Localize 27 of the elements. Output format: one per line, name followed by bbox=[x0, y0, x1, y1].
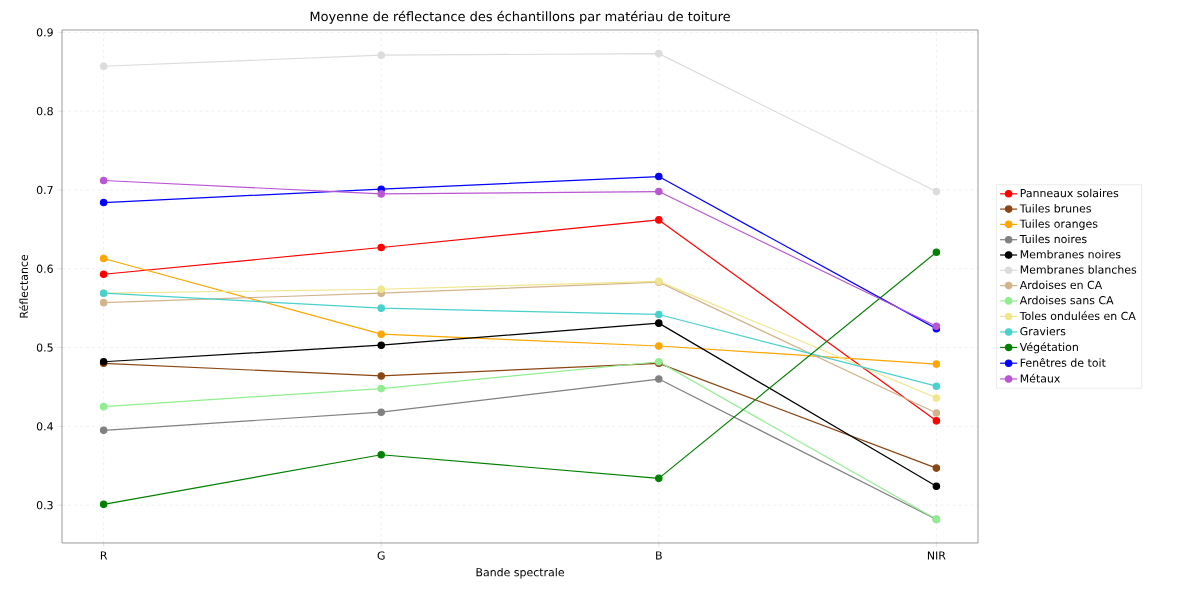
x-tick-label: B bbox=[656, 551, 662, 560]
x-axis-title: Bande spectrale bbox=[476, 567, 564, 579]
y-tick-label: 0.4 bbox=[36, 422, 53, 431]
legend-label: Membranes blanches bbox=[1020, 265, 1137, 274]
legend-label: Métaux bbox=[1020, 373, 1060, 383]
legend-label: Ardoises sans CA bbox=[1019, 295, 1114, 305]
legend-label: Tuiles noires bbox=[1019, 234, 1087, 244]
y-tick-label: 0.6 bbox=[36, 264, 53, 273]
legend-label: Ardoises en CA bbox=[1019, 280, 1103, 290]
y-tick-label: 0.3 bbox=[36, 501, 53, 510]
chart-title: Moyenne de réflectance des échantillons par matériau de toiture bbox=[310, 10, 730, 24]
y-tick-label: 0.7 bbox=[36, 185, 53, 195]
legend-label: Fenêtres de toit bbox=[1020, 357, 1106, 367]
legend-label: Tuiles brunes bbox=[1019, 204, 1091, 213]
x-tick-label: G bbox=[377, 551, 385, 560]
y-axis-title: Réflectance bbox=[19, 254, 28, 318]
legend-label: Tuiles oranges bbox=[1019, 219, 1098, 230]
x-tick-label: R bbox=[100, 551, 108, 560]
y-tick-label: 0.8 bbox=[36, 107, 53, 116]
x-tick-label: NIR bbox=[927, 551, 946, 560]
legend-label: Végétation bbox=[1019, 342, 1078, 354]
legend-label: Toles ondulées en CA bbox=[1019, 311, 1136, 321]
legend-label: Panneaux solaires bbox=[1020, 188, 1119, 198]
y-tick-label: 0.5 bbox=[36, 343, 53, 352]
y-tick-label: 0.9 bbox=[36, 28, 53, 37]
legend-label: Membranes noires bbox=[1020, 249, 1121, 259]
legend-label: Graviers bbox=[1020, 326, 1066, 336]
